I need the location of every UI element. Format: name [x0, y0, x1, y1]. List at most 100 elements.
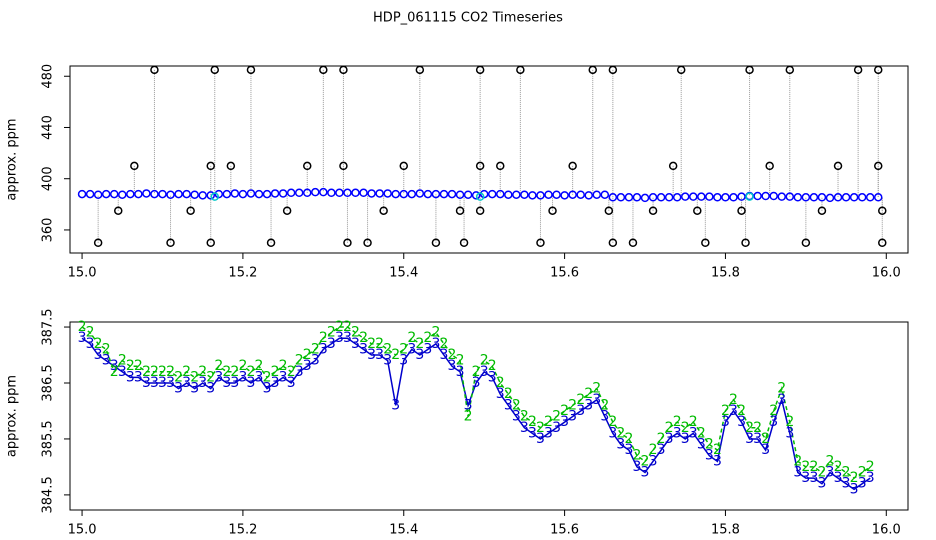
point-marker: 3	[279, 369, 288, 385]
data-point	[85, 189, 95, 199]
point-marker: 3	[745, 431, 754, 447]
point-marker: 2	[649, 442, 658, 458]
data-point	[873, 161, 883, 171]
data-point	[407, 189, 417, 199]
data-point	[379, 206, 388, 215]
data-point	[568, 161, 577, 171]
point-marker: 2	[866, 459, 875, 475]
data-point	[126, 189, 135, 199]
data-point	[359, 188, 368, 198]
point-marker: 2	[568, 397, 577, 413]
point-marker: 3	[359, 341, 368, 357]
point-marker: 2	[665, 420, 674, 436]
data-point	[463, 190, 473, 199]
data-point	[516, 65, 525, 75]
point-marker: 3	[584, 397, 593, 413]
point-marker: 3	[560, 414, 569, 430]
data-point	[210, 192, 220, 201]
point-marker: 3	[464, 397, 473, 413]
data-point	[705, 192, 714, 201]
point-marker: 2	[78, 319, 87, 335]
data-point	[319, 65, 328, 75]
point-marker: 2	[576, 392, 585, 408]
data-point	[608, 193, 618, 202]
point-marker: 3	[303, 358, 312, 374]
point-marker: 3	[809, 470, 818, 486]
point-marker: 2	[431, 325, 440, 341]
data-point	[367, 189, 376, 198]
point-marker: 2	[367, 336, 376, 352]
point-marker: 2	[327, 325, 336, 341]
data-point	[600, 190, 610, 199]
data-point	[447, 189, 457, 199]
point-marker: 2	[343, 319, 352, 335]
series-line	[81, 337, 871, 491]
point-marker: 3	[737, 414, 746, 430]
data-point	[552, 190, 561, 199]
point-marker: 2	[86, 325, 95, 341]
data-point	[608, 238, 618, 248]
data-point	[496, 161, 505, 171]
point-marker: 2	[729, 392, 738, 408]
data-point	[592, 190, 602, 199]
data-point	[676, 65, 686, 75]
data-point	[158, 189, 167, 199]
data-point	[520, 190, 529, 199]
data-point	[496, 189, 505, 199]
data-point	[576, 190, 585, 199]
point-marker: 2	[190, 369, 199, 385]
point-marker: 2	[118, 353, 127, 369]
data-point	[475, 65, 485, 75]
point-marker: 2	[737, 403, 746, 419]
point-marker: 2	[769, 403, 778, 419]
point-marker: 2	[705, 437, 714, 453]
point-marker: 2	[335, 319, 344, 335]
data-point	[697, 192, 706, 201]
data-point	[311, 187, 320, 197]
data-point	[130, 161, 139, 171]
data-point	[101, 189, 111, 199]
point-marker: 3	[206, 381, 215, 397]
point-marker: 2	[383, 341, 392, 357]
data-point	[544, 190, 553, 199]
point-marker: 3	[866, 470, 875, 486]
y-axis-label: approx. ppm	[5, 375, 20, 457]
data-point	[689, 192, 698, 201]
data-point	[849, 193, 859, 202]
point-marker: 3	[785, 425, 794, 441]
point-marker: 2	[423, 330, 432, 346]
point-marker: 3	[166, 375, 175, 391]
x-tick-label: 15.6	[550, 523, 579, 538]
data-point	[769, 191, 778, 201]
point-marker: 2	[319, 330, 328, 346]
data-point	[166, 238, 175, 248]
data-point	[737, 192, 746, 201]
point-marker: 3	[850, 481, 859, 497]
point-marker: 2	[520, 409, 529, 425]
data-point	[266, 238, 276, 248]
x-tick-label: 15.6	[550, 266, 579, 281]
data-point	[801, 238, 811, 248]
data-point	[118, 190, 127, 199]
point-marker: 3	[624, 442, 633, 458]
data-point	[857, 193, 867, 202]
point-marker: 3	[472, 375, 481, 391]
data-point	[459, 238, 469, 248]
point-marker: 3	[858, 476, 867, 492]
data-point	[713, 193, 722, 202]
data-point	[475, 161, 485, 171]
point-marker: 3	[198, 375, 207, 391]
data-point	[801, 193, 811, 202]
point-marker: 3	[504, 397, 513, 413]
data-point	[568, 190, 577, 199]
x-tick-label: 15.0	[68, 523, 97, 538]
point-marker: 3	[246, 375, 255, 391]
y-tick-label: 386.5	[41, 364, 56, 401]
data-point	[548, 206, 557, 215]
x-tick-label: 16.0	[872, 266, 901, 281]
point-marker: 3	[142, 375, 151, 391]
x-tick-label: 15.2	[228, 266, 257, 281]
point-marker: 2	[94, 336, 103, 352]
point-marker: 3	[415, 347, 424, 363]
